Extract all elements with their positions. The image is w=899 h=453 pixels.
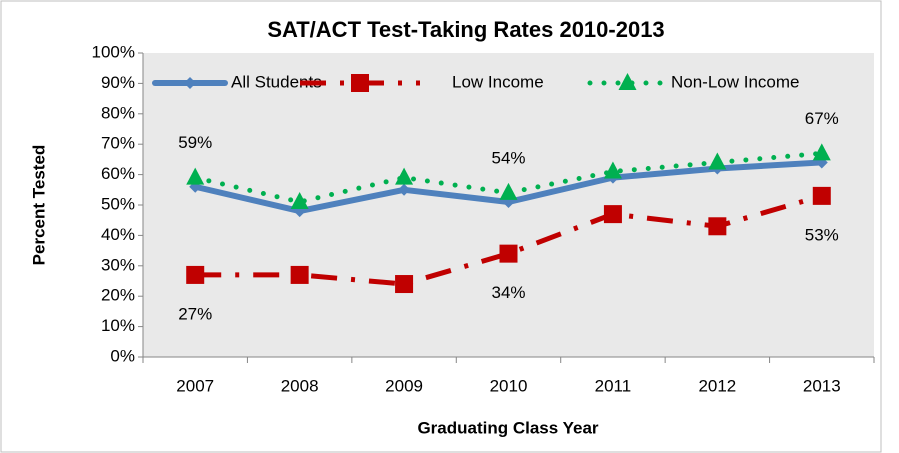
data-point <box>186 265 205 284</box>
data-point <box>812 186 831 205</box>
legend-marker <box>618 73 637 90</box>
data-point <box>186 167 205 185</box>
data-label: 34% <box>491 283 525 302</box>
data-point <box>708 152 727 170</box>
x-tick-label: 2010 <box>490 376 528 395</box>
data-label: 27% <box>178 304 212 323</box>
data-point <box>812 143 831 161</box>
data-point <box>708 217 727 236</box>
data-point <box>603 161 622 179</box>
data-point <box>603 205 622 224</box>
data-point <box>499 244 518 263</box>
x-tick-label: 2007 <box>176 376 214 395</box>
x-tick-label: 2009 <box>385 376 423 395</box>
data-label: 67% <box>805 109 839 128</box>
data-label: 53% <box>805 225 839 244</box>
data-label: 59% <box>178 133 212 152</box>
data-point <box>290 265 309 284</box>
y-axis-label: Percent Tested <box>29 145 48 266</box>
y-tick-label: 50% <box>101 194 135 213</box>
legend-marker <box>351 74 369 92</box>
y-tick-label: 0% <box>110 346 135 365</box>
x-axis-label: Graduating Class Year <box>417 418 598 437</box>
y-tick-label: 100% <box>92 42 135 61</box>
legend-label: Non-Low Income <box>671 72 800 91</box>
x-tick-label: 2012 <box>698 376 736 395</box>
data-point <box>398 183 411 196</box>
data-point <box>395 167 414 185</box>
data-point <box>499 182 518 200</box>
data-label: 54% <box>491 148 525 167</box>
y-tick-label: 20% <box>101 286 135 305</box>
y-tick-label: 80% <box>101 103 135 122</box>
legend-marker <box>184 77 196 89</box>
legend-label: All Students <box>231 72 322 91</box>
y-tick-label: 10% <box>101 316 135 335</box>
y-tick-label: 70% <box>101 134 135 153</box>
y-tick-label: 60% <box>101 164 135 183</box>
chart-title: SAT/ACT Test-Taking Rates 2010-2013 <box>267 17 664 42</box>
data-point <box>395 275 414 294</box>
y-tick-label: 30% <box>101 255 135 274</box>
legend-label: Low Income <box>452 72 544 91</box>
data-point <box>290 191 309 209</box>
x-tick-label: 2011 <box>595 376 632 395</box>
x-tick-label: 2013 <box>803 376 841 395</box>
x-tick-label: 2008 <box>281 376 319 395</box>
y-tick-label: 90% <box>101 73 135 92</box>
y-tick-label: 40% <box>101 225 135 244</box>
